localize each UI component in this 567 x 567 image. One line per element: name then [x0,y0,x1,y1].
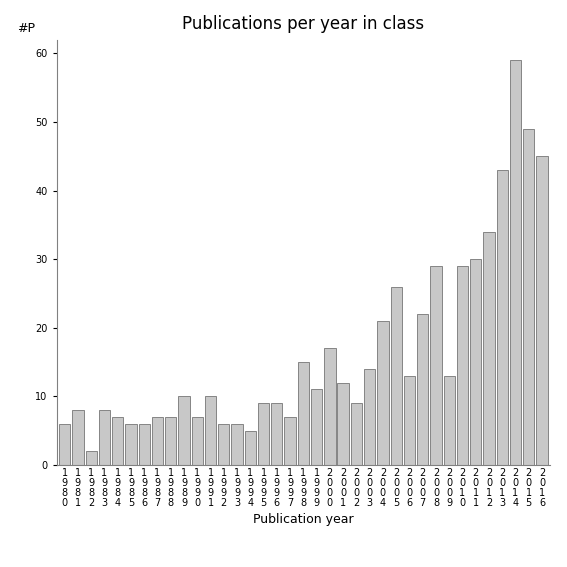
Bar [285,417,296,465]
Bar [337,383,349,465]
Title: Publications per year in class: Publications per year in class [182,15,425,32]
Bar [138,424,150,465]
Bar [470,259,481,465]
Bar [218,424,230,465]
Bar [510,60,521,465]
Bar [324,348,336,465]
Bar [152,417,163,465]
Bar [179,396,189,465]
X-axis label: Publication year: Publication year [253,513,354,526]
Bar [112,417,124,465]
Text: #P: #P [17,23,35,35]
Bar [59,424,70,465]
Bar [245,431,256,465]
Bar [72,410,83,465]
Bar [443,376,455,465]
Bar [497,170,508,465]
Bar [311,390,322,465]
Bar [536,156,548,465]
Bar [404,376,415,465]
Bar [430,266,442,465]
Bar [523,129,535,465]
Bar [271,403,282,465]
Bar [125,424,137,465]
Bar [231,424,243,465]
Bar [86,451,97,465]
Bar [351,403,362,465]
Bar [298,362,309,465]
Bar [417,314,428,465]
Bar [377,321,388,465]
Bar [205,396,216,465]
Bar [258,403,269,465]
Bar [192,417,203,465]
Bar [483,232,494,465]
Bar [364,369,375,465]
Bar [457,266,468,465]
Bar [391,286,402,465]
Bar [99,410,110,465]
Bar [165,417,176,465]
